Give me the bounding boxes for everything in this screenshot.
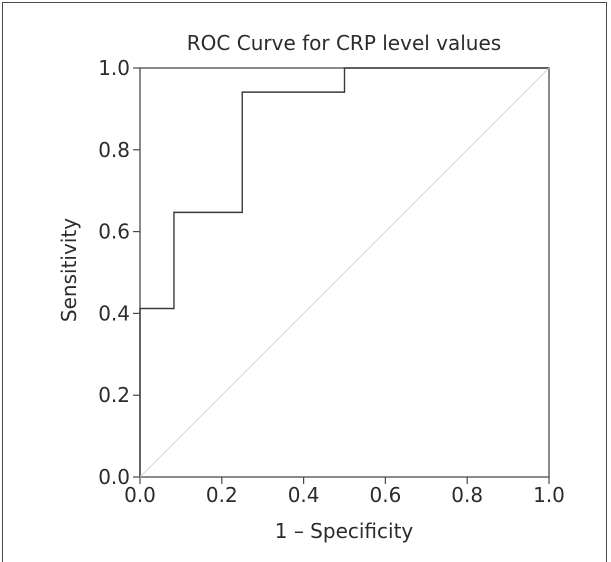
y-tick-label: 0.8: [98, 138, 130, 162]
x-tick-label: 0.8: [451, 483, 483, 507]
x-tick-label: 1.0: [533, 483, 565, 507]
x-tick-label: 0.4: [288, 483, 320, 507]
reference-diagonal-line: [139, 67, 550, 478]
x-axis-label: 1 – Specificity: [275, 519, 414, 543]
x-tick-label: 0.0: [124, 483, 156, 507]
y-tick-label: 0.2: [98, 383, 130, 407]
x-tick-label: 0.6: [369, 483, 401, 507]
y-tick-label: 1.0: [98, 56, 130, 80]
y-tick-label: 0.6: [98, 220, 130, 244]
roc-curve-line: [139, 67, 549, 477]
chart-title: ROC Curve for CRP level values: [187, 31, 501, 55]
y-axis-label: Sensitivity: [57, 218, 81, 322]
y-tick-label: 0.4: [98, 301, 130, 325]
plot-area: 0.0 0.2 0.4 0.6 0.8 1.0 0.0 0.2 0.4 0.6 0.8 1.0: [98, 56, 565, 507]
y-tick-label: 0.0: [98, 465, 130, 489]
x-tick-label: 0.2: [206, 483, 238, 507]
